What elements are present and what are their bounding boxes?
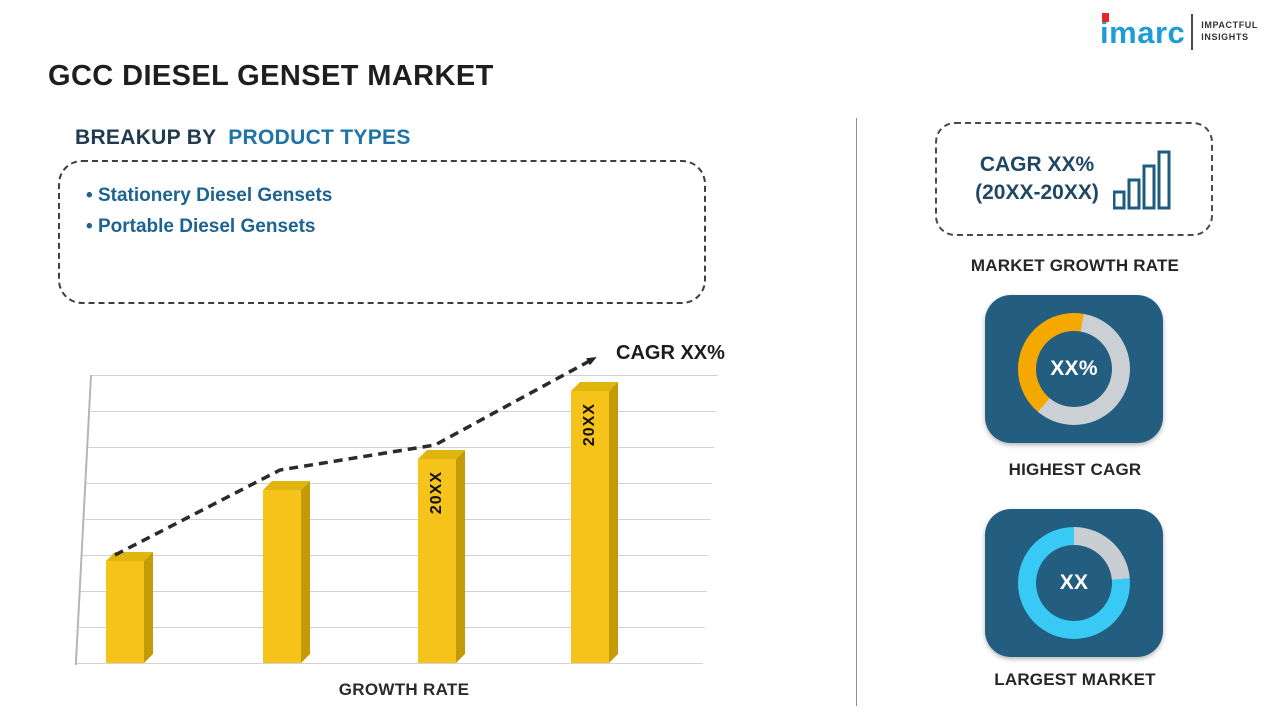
bar-label: 20XX <box>581 403 598 447</box>
largest-market-value: XX <box>1059 571 1089 594</box>
highest-cagr-card: XX% <box>985 295 1163 443</box>
market-growth-card: CAGR XX% (20XX-20XX) <box>935 122 1213 236</box>
donut-hole: XX <box>1036 545 1112 621</box>
largest-market-card: XX <box>985 509 1163 657</box>
breakup-heading-prefix: BREAKUP BY <box>75 126 217 149</box>
chart-bar <box>106 561 144 663</box>
breakup-heading-highlight: PRODUCT TYPES <box>228 126 411 149</box>
chart-bar <box>263 489 301 663</box>
chart-bar: 20XX <box>571 391 609 663</box>
list-item: Portable Diesel Gensets <box>86 211 678 242</box>
highest-cagr-value: XX% <box>1050 357 1098 380</box>
xaxis-label: GROWTH RATE <box>338 680 470 699</box>
vertical-divider <box>856 118 857 706</box>
logo-tagline-line1: IMPACTFUL <box>1201 20 1258 31</box>
cagr-text: CAGR XX% (20XX-20XX) <box>975 151 1099 208</box>
chart-bar: 20XX <box>418 459 456 663</box>
highest-cagr-donut: XX% <box>1018 313 1130 425</box>
list-item: Stationery Diesel Gensets <box>86 180 678 211</box>
logo-tagline-line2: INSIGHTS <box>1201 32 1249 42</box>
page-title: GCC DIESEL GENSET MARKET <box>48 60 494 92</box>
growth-bars-icon <box>1112 150 1171 210</box>
imarc-logo: imarc IMPACTFUL INSIGHTS <box>1100 13 1258 50</box>
logo-tagline: IMPACTFUL INSIGHTS <box>1201 20 1258 43</box>
market-growth-caption: MARKET GROWTH RATE <box>970 256 1180 275</box>
chart-bars: 20XX 20XX <box>90 391 718 663</box>
cagr-annotation: CAGR XX% <box>616 342 725 364</box>
largest-market-caption: LARGEST MARKET <box>994 670 1156 689</box>
logo-red-accent <box>1102 13 1110 22</box>
logo-divider <box>1191 14 1194 50</box>
largest-market-donut: XX <box>1018 527 1130 639</box>
product-types-list: Stationery Diesel Gensets Portable Diese… <box>86 180 678 243</box>
cagr-period: (20XX-20XX) <box>975 181 1099 204</box>
imarc-brand-text: imarc <box>1100 14 1186 50</box>
highest-cagr-caption: HIGHEST CAGR <box>1008 460 1142 479</box>
bar-chart: 20XX 20XX <box>74 375 718 665</box>
breakup-heading: BREAKUP BY PRODUCT TYPES <box>75 126 411 150</box>
bar-label: 20XX <box>428 471 445 515</box>
product-types-box: Stationery Diesel Gensets Portable Diese… <box>58 160 706 304</box>
cagr-value: CAGR XX% <box>979 152 1095 176</box>
donut-hole: XX% <box>1036 331 1112 407</box>
